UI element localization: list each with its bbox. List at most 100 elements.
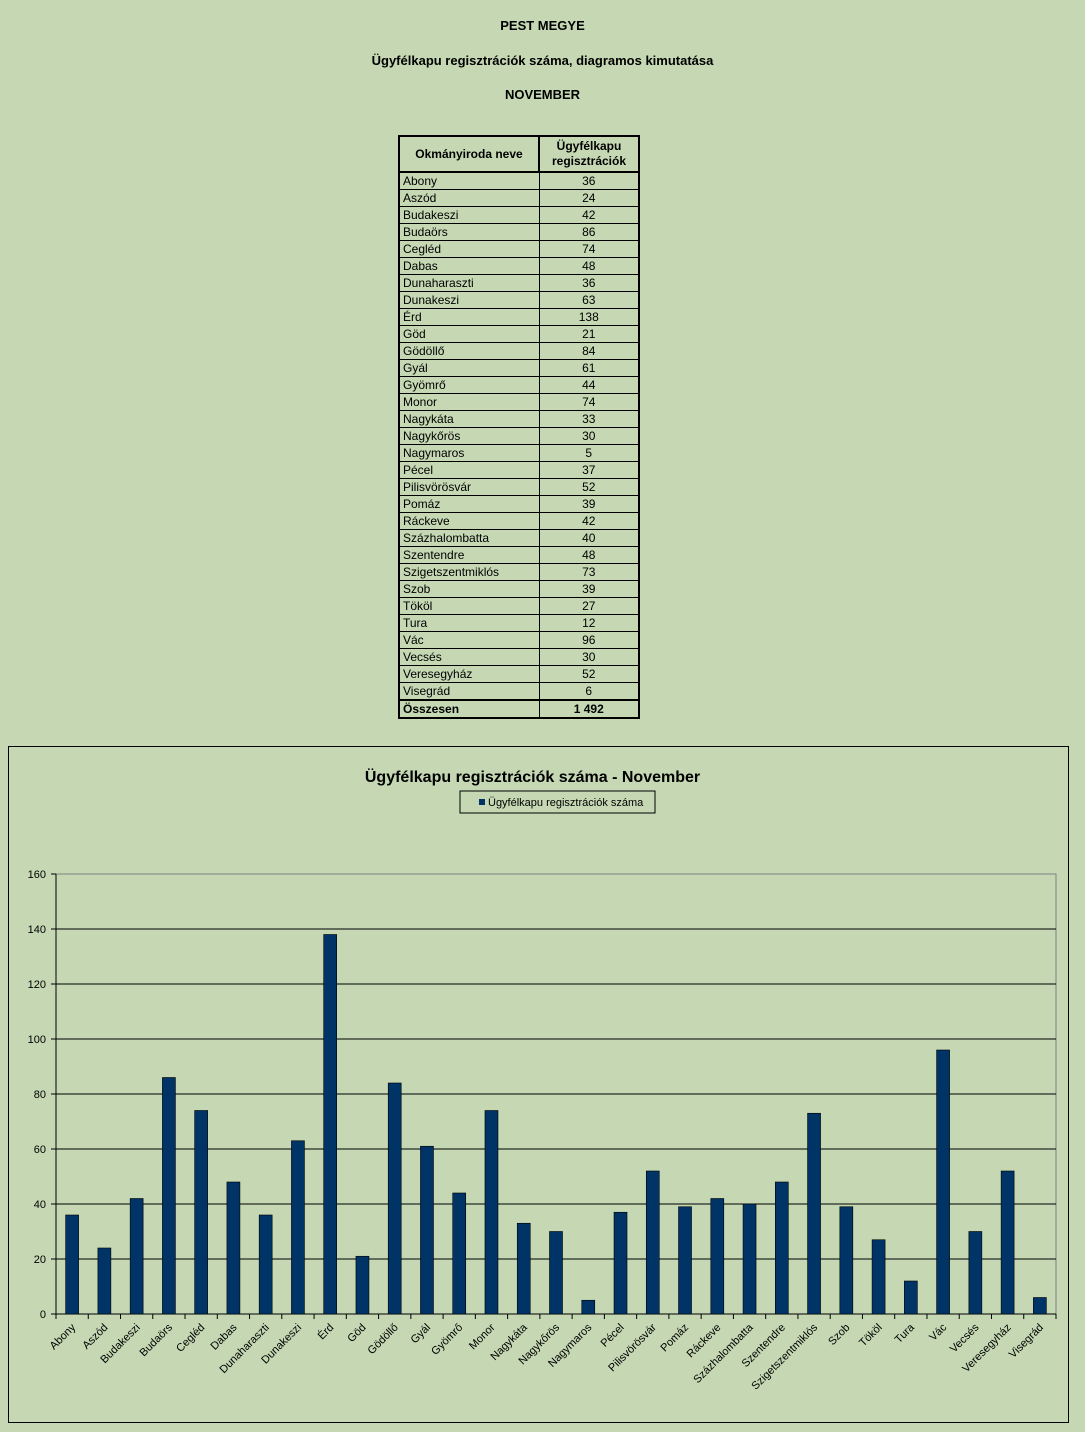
total-label-cell: Összesen [398, 699, 540, 719]
chart-container: Ügyfélkapu regisztrációk száma - Novembe… [8, 746, 1069, 1423]
bar [484, 1110, 499, 1315]
column-header-line2: regisztrációk [551, 154, 627, 168]
registration-count-cell: 86 [538, 223, 640, 241]
bar [129, 1198, 144, 1315]
table-row: Pécel 37 [398, 461, 640, 479]
office-name-cell: Gyömrő [398, 376, 540, 394]
bar [516, 1222, 531, 1315]
registration-count-cell: 12 [538, 614, 640, 632]
y-tick-label: 20 [34, 1254, 46, 1266]
bar [291, 1140, 305, 1315]
registration-count-cell: 52 [538, 478, 640, 496]
office-name-cell: Pomáz [398, 495, 540, 513]
x-tick-label: Abony [48, 1321, 79, 1352]
bar [613, 1211, 628, 1315]
registration-count-cell: 21 [538, 325, 640, 343]
office-name-cell: Gyál [398, 359, 540, 377]
registration-count-cell: 37 [538, 461, 640, 479]
table-row: Gyömrő 44 [398, 376, 640, 394]
table-row: Gyál 61 [398, 359, 640, 377]
table-row: Budakeszi 42 [398, 206, 640, 224]
table-row: Vecsés 30 [398, 648, 640, 666]
office-name-cell: Érd [398, 308, 540, 326]
registration-count-cell: 36 [538, 171, 640, 190]
chart-title: Ügyfélkapu regisztrációk száma - Novembe… [365, 767, 700, 786]
x-tick-label: Cegléd [174, 1322, 207, 1355]
x-tick-label: Tököl [857, 1322, 885, 1350]
office-name-cell: Budaörs [398, 223, 540, 241]
table-row: Nagykőrös 30 [398, 427, 640, 445]
registration-count-cell: 44 [538, 376, 640, 394]
bar [581, 1299, 596, 1315]
bar [97, 1247, 112, 1315]
table-row: Gödöllő 84 [398, 342, 640, 360]
bar [710, 1198, 725, 1315]
table-row: Pomáz 39 [398, 495, 640, 513]
bar [807, 1112, 821, 1315]
registration-count-cell: 61 [538, 359, 640, 377]
table-row: Dunaharaszti 36 [398, 274, 640, 292]
registration-count-cell: 24 [538, 189, 640, 207]
office-name-cell: Cegléd [398, 240, 540, 258]
table-row: Monor 74 [398, 393, 640, 411]
x-tick-label: Gyömrő [429, 1322, 465, 1358]
bar [936, 1049, 950, 1315]
bar [162, 1077, 176, 1315]
office-name-cell: Dabas [398, 257, 540, 275]
registration-count-cell: 74 [538, 240, 640, 258]
registration-count-cell: 33 [538, 410, 640, 428]
table-row: Vác 96 [398, 631, 640, 649]
table-row: Ráckeve 42 [398, 512, 640, 530]
x-tick-label: Dabas [209, 1321, 240, 1352]
table-row: Aszód 24 [398, 189, 640, 207]
registration-count-cell: 96 [538, 631, 640, 649]
registration-count-cell: 39 [538, 580, 640, 598]
table-row: Cegléd 74 [398, 240, 640, 258]
table-row: Szob 39 [398, 580, 640, 598]
table-row: Nagykáta 33 [398, 410, 640, 428]
registration-count-cell: 52 [538, 665, 640, 683]
office-name-cell: Dunakeszi [398, 291, 540, 309]
registration-count-cell: 48 [538, 257, 640, 275]
x-tick-label: Visegrád [1007, 1322, 1046, 1361]
x-tick-label: Gödöllő [366, 1322, 401, 1357]
x-tick-label: Szob [826, 1322, 852, 1348]
bar [355, 1255, 370, 1315]
page-subtitle: Ügyfélkapu regisztrációk száma, diagramo… [371, 53, 714, 68]
registration-table: Okmányiroda neve Ügyfélkapu regisztráció… [398, 135, 640, 719]
table-row: Érd 138 [398, 308, 640, 326]
bar [65, 1214, 79, 1315]
office-name-cell: Budakeszi [398, 206, 540, 224]
table-row: Budaörs 86 [398, 223, 640, 241]
bar [420, 1145, 434, 1315]
registration-count-cell: 42 [538, 512, 640, 530]
office-name-cell: Monor [398, 393, 540, 411]
registration-count-cell: 30 [538, 648, 640, 666]
bar [968, 1231, 983, 1315]
table-row: Szigetszentmiklós 73 [398, 563, 640, 581]
office-name-cell: Pécel [398, 461, 540, 479]
registration-count-cell: 138 [538, 308, 640, 326]
table-row: Visegrád 6 [398, 682, 640, 701]
bar [1033, 1297, 1047, 1315]
table-body: Abony 36 Aszód 24 Budakeszi 42 Budaörs 86 Cegléd… [398, 171, 640, 719]
column-header-line1: Ügyfélkapu [556, 139, 622, 153]
office-name-cell: Pilisvörösvár [398, 478, 540, 496]
bar [1000, 1170, 1015, 1315]
table-row: Göd 21 [398, 325, 640, 343]
office-name-cell: Tököl [398, 597, 540, 615]
registration-count-cell: 40 [538, 529, 640, 547]
registration-count-cell: 36 [538, 274, 640, 292]
registration-count-cell: 73 [538, 563, 640, 581]
bar [387, 1082, 402, 1315]
bar [871, 1239, 886, 1315]
y-tick-label: 40 [34, 1199, 46, 1211]
bar [226, 1181, 241, 1315]
table-row: Pilisvörösvár 52 [398, 478, 640, 496]
bar [194, 1110, 208, 1315]
page-month: NOVEMBER [504, 87, 581, 102]
y-tick-label: 80 [34, 1089, 46, 1101]
table-row: Szentendre 48 [398, 546, 640, 564]
registration-count-cell: 6 [538, 682, 640, 701]
office-name-cell: Ráckeve [398, 512, 540, 530]
